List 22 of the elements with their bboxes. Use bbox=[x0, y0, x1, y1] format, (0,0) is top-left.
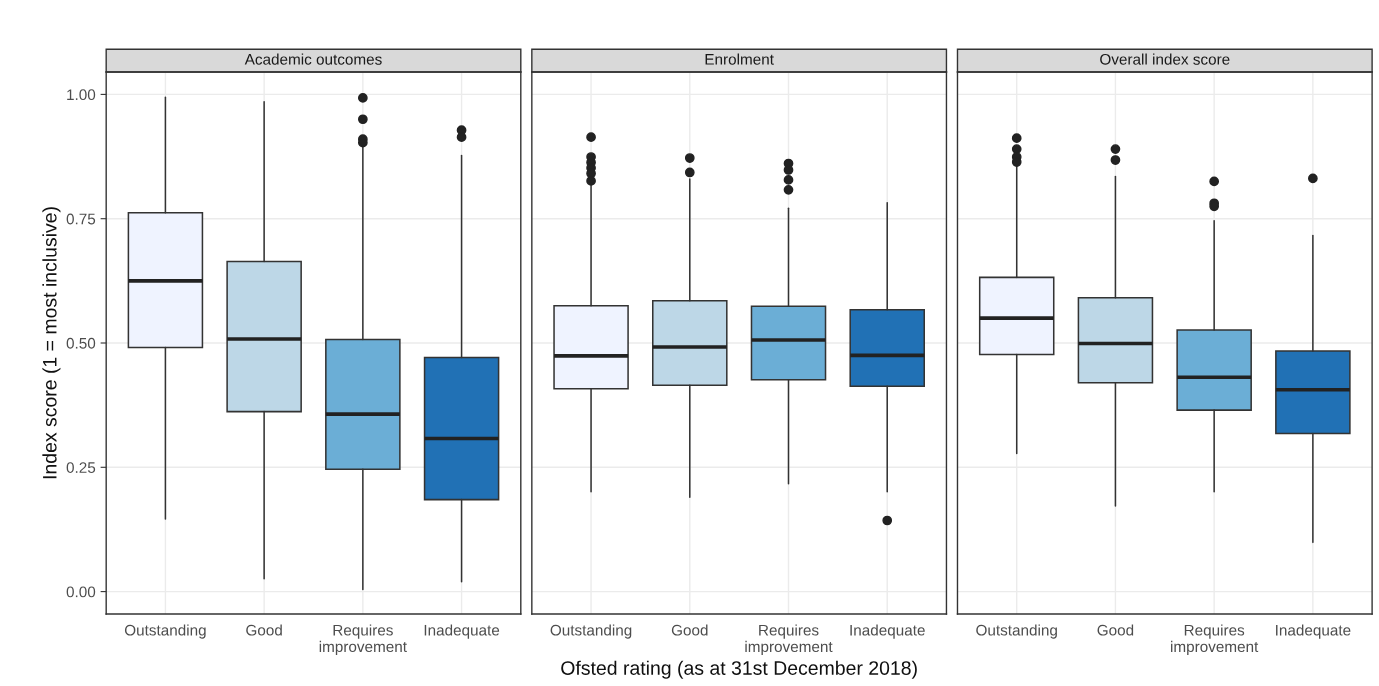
x-tick-label: Good bbox=[246, 624, 282, 636]
y-tick-label: 1.00 bbox=[67, 89, 96, 101]
x-tick-label: Inadequate bbox=[1276, 624, 1351, 639]
x-tick-label: Inadequate bbox=[424, 624, 500, 639]
y-tick-label: 0.50 bbox=[66, 337, 96, 349]
x-tick-label: Good bbox=[1097, 624, 1134, 636]
x-axis-title: Ofsted rating (as at 31st December 2018) bbox=[561, 660, 917, 679]
y-tick-label: 0.00 bbox=[66, 586, 96, 598]
x-tick-label: Requires improvement bbox=[319, 624, 407, 656]
x-tick-label: Outstanding bbox=[550, 624, 632, 639]
chart-title: Enrolment bbox=[705, 53, 774, 65]
x-tick-label: Requires improvement bbox=[1171, 624, 1259, 656]
x-tick-label: Good bbox=[671, 624, 708, 636]
x-tick-label: Outstanding bbox=[124, 624, 206, 639]
x-tick-label: Requires improvement bbox=[745, 624, 833, 656]
y-tick-label: 0.75 bbox=[66, 213, 96, 225]
y-tick-label: 0.25 bbox=[66, 462, 96, 473]
y-axis-title: Index score (1 = most inclusive) bbox=[42, 207, 61, 479]
chart-title: Overall index score bbox=[1100, 53, 1230, 65]
x-tick-label: Inadequate bbox=[850, 624, 925, 639]
x-tick-label: Outstanding bbox=[976, 624, 1057, 639]
chart-title: Academic outcomes bbox=[244, 53, 382, 65]
